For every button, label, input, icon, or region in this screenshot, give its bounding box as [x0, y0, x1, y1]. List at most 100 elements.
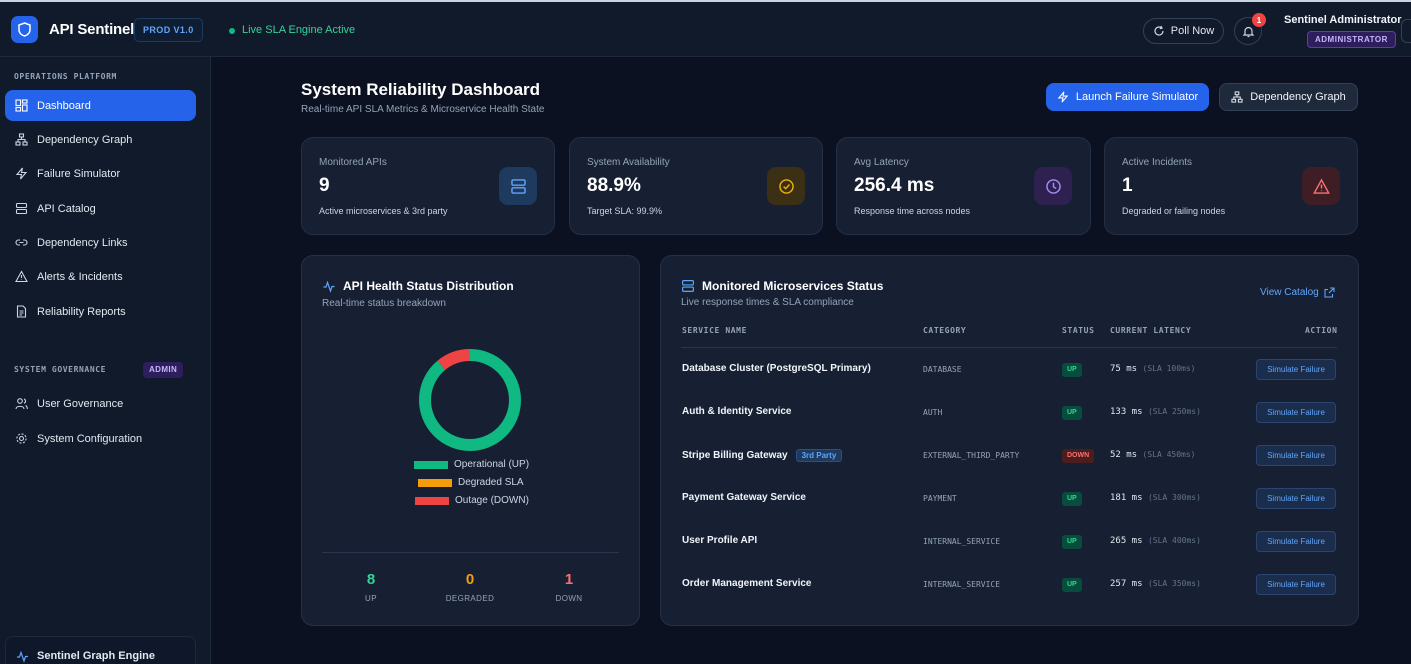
sidebar-item-dependency-graph[interactable]: Dependency Graph [5, 124, 196, 155]
sidebar-item-label: System Configuration [37, 432, 143, 445]
service-category: PAYMENT [923, 494, 957, 503]
stat-label: Avg Latency [854, 157, 909, 168]
latency-value: 75 ms [1110, 364, 1138, 374]
shield-logo-icon [11, 16, 38, 43]
sidebar-item-dashboard[interactable]: Dashboard [5, 90, 196, 121]
column-header-service: SERVICE NAME [682, 326, 747, 335]
stat-subtitle: Target SLA: 99.9% [587, 206, 663, 216]
simulate-failure-button[interactable]: Simulate Failure [1256, 402, 1336, 423]
legend-item-up: Operational (UP) [414, 459, 529, 470]
service-latency: 133 ms (SLA 250ms) [1110, 407, 1201, 417]
service-category: AUTH [923, 408, 943, 417]
view-catalog-link[interactable]: View Catalog [1260, 287, 1335, 298]
legend-label: Operational (UP) [454, 459, 530, 470]
count-degraded-label: DEGRADED [445, 594, 495, 603]
table-row-service-name: Database Cluster (PostgreSQL Primary) [682, 363, 871, 374]
server-icon [499, 167, 537, 205]
dependency-graph-button[interactable]: Dependency Graph [1219, 83, 1358, 111]
notification-count-badge: 1 [1252, 13, 1266, 27]
services-title-text: Monitored Microservices Status [702, 279, 884, 293]
stat-card-avg-latency: Avg Latency 256.4 ms Response time acros… [836, 137, 1091, 235]
table-row-service-name: User Profile API [682, 535, 757, 546]
donut-slice-operational-up- [419, 349, 521, 451]
external-link-icon [1324, 287, 1335, 298]
launch-failure-simulator-button[interactable]: Launch Failure Simulator [1046, 83, 1209, 111]
stat-card-system-availability: System Availability 88.9% Target SLA: 99… [569, 137, 823, 235]
user-name: Sentinel Administrator [1284, 14, 1402, 26]
table-row-service-name: Auth & Identity Service [682, 406, 791, 417]
account-menu-button[interactable] [1401, 19, 1411, 43]
service-category: DATABASE [923, 365, 962, 374]
sidebar-item-user-governance[interactable]: User Governance [5, 388, 196, 419]
column-header-action: ACTION [1305, 326, 1338, 335]
activity-icon [17, 650, 28, 663]
status-badge: UP [1062, 535, 1082, 549]
simulate-failure-button[interactable]: Simulate Failure [1256, 574, 1336, 595]
sidebar-item-system-configuration[interactable]: System Configuration [5, 423, 196, 454]
simulate-failure-button[interactable]: Simulate Failure [1256, 531, 1336, 552]
service-name: User Profile API [682, 535, 758, 546]
sidebar-item-reliability-reports[interactable]: Reliability Reports [5, 296, 196, 327]
live-status-text: Live SLA Engine Active [242, 24, 356, 36]
sidebar-item-label: Failure Simulator [37, 167, 121, 180]
sla-value: (SLA 250ms) [1147, 407, 1201, 416]
section-governance-heading: SYSTEM GOVERNANCE [14, 365, 107, 374]
link-icon [15, 239, 28, 246]
status-badge: UP [1062, 578, 1082, 592]
service-latency: 257 ms (SLA 350ms) [1110, 579, 1201, 589]
service-name: Database Cluster (PostgreSQL Primary) [682, 363, 871, 374]
stat-subtitle: Degraded or failing nodes [1122, 206, 1226, 216]
alert-triangle-icon [15, 270, 28, 283]
sidebar-item-api-catalog[interactable]: API Catalog [5, 193, 196, 224]
live-status-dot [229, 28, 235, 34]
graph-engine-status[interactable]: Sentinel Graph Engine [5, 636, 196, 664]
admin-badge: ADMIN [143, 362, 184, 378]
top-bar: API Sentinel PROD V1.0 Live SLA Engine A… [0, 0, 1411, 57]
legend-item-down: Outage (DOWN) [415, 495, 529, 506]
third-party-badge: 3rd Party [795, 449, 843, 462]
divider [322, 552, 619, 553]
sidebar: OPERATIONS PLATFORM Dashboard Dependency… [0, 57, 211, 664]
clock-icon [1034, 167, 1072, 205]
count-down-label: DOWN [555, 594, 583, 603]
dependency-graph-label: Dependency Graph [1250, 91, 1346, 103]
stat-value: 1 [1122, 175, 1133, 196]
table-row-service-name: Payment Gateway Service [682, 492, 806, 503]
stat-card-monitored-apis: Monitored APIs 9 Active microservices & … [301, 137, 555, 235]
legend-label: Outage (DOWN) [455, 495, 529, 506]
poll-now-label: Poll Now [1170, 25, 1215, 37]
launch-button-label: Launch Failure Simulator [1075, 91, 1199, 103]
status-badge: DOWN [1062, 449, 1095, 463]
status-badge: UP [1062, 492, 1082, 506]
health-title-text: API Health Status Distribution [343, 279, 514, 293]
table-header-divider [681, 347, 1337, 348]
sidebar-item-label: API Catalog [37, 202, 96, 215]
sidebar-item-dependency-links[interactable]: Dependency Links [5, 227, 196, 258]
latency-value: 52 ms [1110, 450, 1138, 460]
service-latency: 75 ms (SLA 100ms) [1110, 364, 1196, 374]
column-header-category: CATEGORY [923, 326, 967, 335]
sidebar-item-alerts-incidents[interactable]: Alerts & Incidents [5, 261, 196, 292]
poll-now-button[interactable]: Poll Now [1143, 18, 1224, 44]
sidebar-item-failure-simulator[interactable]: Failure Simulator [5, 158, 196, 189]
graph-icon [1231, 91, 1243, 103]
notifications-button[interactable] [1234, 17, 1262, 45]
count-up-label: UP [365, 594, 377, 603]
simulate-failure-button[interactable]: Simulate Failure [1256, 445, 1336, 466]
health-panel-title: API Health Status Distribution [322, 279, 514, 293]
graph-icon [15, 133, 28, 146]
table-row-service-name: Stripe Billing Gateway 3rd Party [682, 449, 843, 462]
graph-engine-label: Sentinel Graph Engine [37, 650, 155, 662]
legend-label: Degraded SLA [458, 477, 524, 488]
view-catalog-label: View Catalog [1260, 287, 1319, 298]
count-degraded-value: 0 [465, 571, 475, 588]
column-header-status: STATUS [1062, 326, 1095, 335]
stat-subtitle: Active microservices & 3rd party [319, 206, 448, 216]
simulate-failure-button[interactable]: Simulate Failure [1256, 488, 1336, 509]
health-panel-subtitle: Real-time status breakdown [322, 298, 446, 309]
simulate-failure-button[interactable]: Simulate Failure [1256, 359, 1336, 380]
section-operations-heading: OPERATIONS PLATFORM [14, 72, 117, 81]
service-name: Payment Gateway Service [682, 492, 806, 503]
service-category: EXTERNAL_THIRD_PARTY [923, 451, 1020, 460]
latency-value: 181 ms [1110, 493, 1143, 503]
